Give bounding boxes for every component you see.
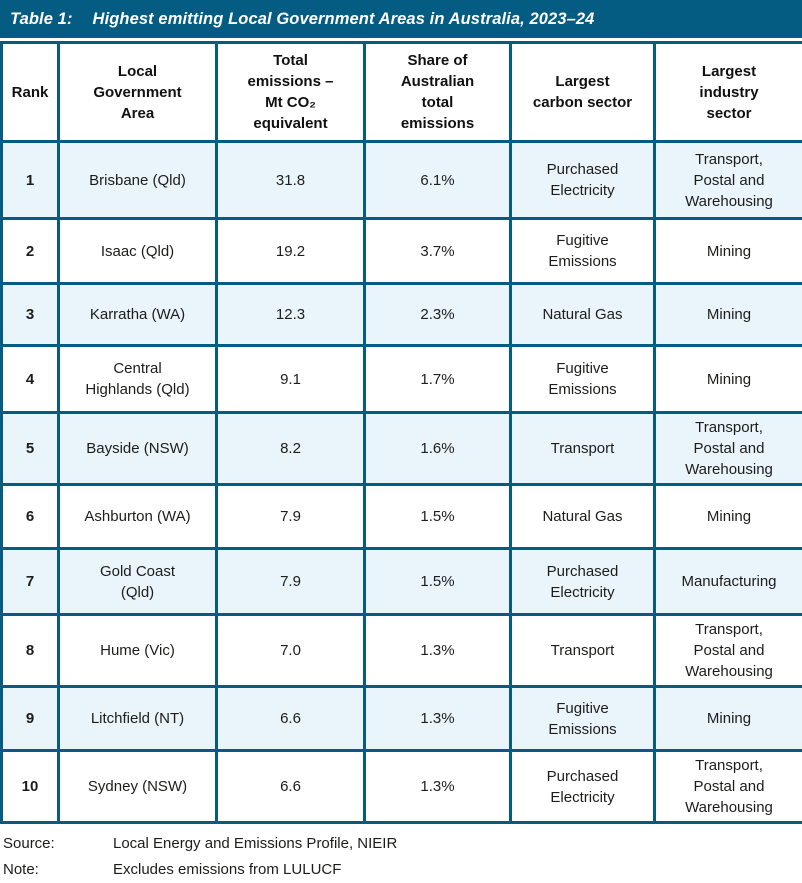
cell-carbon-sector: Natural Gas bbox=[511, 284, 655, 346]
cell-industry-sector: Transport, Postal and Warehousing bbox=[655, 615, 802, 687]
table-footnotes: Source: Local Energy and Emissions Profi… bbox=[0, 824, 802, 883]
table-row: 6 Ashburton (WA) 7.9 1.5% Natural Gas Mi… bbox=[2, 485, 802, 549]
cell-industry-sector: Mining bbox=[655, 346, 802, 413]
cell-rank: 9 bbox=[2, 687, 59, 751]
cell-share: 1.7% bbox=[365, 346, 511, 413]
cell-industry-sector: Transport, Postal and Warehousing bbox=[655, 751, 802, 823]
cell-carbon-sector: Purchased Electricity bbox=[511, 751, 655, 823]
header-share: Share of Australian total emissions bbox=[365, 43, 511, 142]
cell-emissions: 9.1 bbox=[217, 346, 365, 413]
cell-share: 1.5% bbox=[365, 485, 511, 549]
cell-lga: Hume (Vic) bbox=[59, 615, 217, 687]
header-industry-sector: Largest industry sector bbox=[655, 43, 802, 142]
cell-industry-sector: Mining bbox=[655, 284, 802, 346]
cell-lga: Ashburton (WA) bbox=[59, 485, 217, 549]
cell-rank: 6 bbox=[2, 485, 59, 549]
cell-emissions: 7.9 bbox=[217, 549, 365, 615]
source-label: Source: bbox=[3, 831, 113, 857]
cell-share: 1.3% bbox=[365, 615, 511, 687]
table-header-row: Rank Local Government Area Total emissio… bbox=[2, 43, 802, 142]
cell-lga: Karratha (WA) bbox=[59, 284, 217, 346]
cell-rank: 3 bbox=[2, 284, 59, 346]
table-row: 4 Central Highlands (Qld) 9.1 1.7% Fugit… bbox=[2, 346, 802, 413]
cell-industry-sector: Mining bbox=[655, 219, 802, 284]
cell-industry-sector: Transport, Postal and Warehousing bbox=[655, 413, 802, 485]
cell-industry-sector: Manufacturing bbox=[655, 549, 802, 615]
table-row: 1 Brisbane (Qld) 31.8 6.1% Purchased Ele… bbox=[2, 142, 802, 219]
table-row: 3 Karratha (WA) 12.3 2.3% Natural Gas Mi… bbox=[2, 284, 802, 346]
table-row: 10 Sydney (NSW) 6.6 1.3% Purchased Elect… bbox=[2, 751, 802, 823]
table-row: 8 Hume (Vic) 7.0 1.3% Transport Transpor… bbox=[2, 615, 802, 687]
cell-rank: 10 bbox=[2, 751, 59, 823]
header-carbon-sector: Largest carbon sector bbox=[511, 43, 655, 142]
cell-carbon-sector: Fugitive Emissions bbox=[511, 219, 655, 284]
cell-share: 1.5% bbox=[365, 549, 511, 615]
cell-carbon-sector: Transport bbox=[511, 413, 655, 485]
table-row: 7 Gold Coast (Qld) 7.9 1.5% Purchased El… bbox=[2, 549, 802, 615]
cell-industry-sector: Mining bbox=[655, 687, 802, 751]
note-label: Note: bbox=[3, 857, 113, 883]
cell-carbon-sector: Purchased Electricity bbox=[511, 142, 655, 219]
cell-share: 6.1% bbox=[365, 142, 511, 219]
cell-lga: Litchfield (NT) bbox=[59, 687, 217, 751]
source-text: Local Energy and Emissions Profile, NIEI… bbox=[113, 831, 397, 857]
cell-lga: Isaac (Qld) bbox=[59, 219, 217, 284]
table-title-bar: Table 1: Highest emitting Local Governme… bbox=[0, 0, 802, 38]
cell-carbon-sector: Fugitive Emissions bbox=[511, 687, 655, 751]
cell-emissions: 6.6 bbox=[217, 687, 365, 751]
cell-carbon-sector: Natural Gas bbox=[511, 485, 655, 549]
cell-carbon-sector: Transport bbox=[511, 615, 655, 687]
cell-emissions: 7.9 bbox=[217, 485, 365, 549]
cell-emissions: 31.8 bbox=[217, 142, 365, 219]
note-row: Note: Excludes emissions from LULUCF bbox=[3, 857, 802, 883]
cell-emissions: 7.0 bbox=[217, 615, 365, 687]
cell-rank: 1 bbox=[2, 142, 59, 219]
table-number-label: Table 1: bbox=[10, 10, 73, 29]
cell-emissions: 12.3 bbox=[217, 284, 365, 346]
cell-rank: 4 bbox=[2, 346, 59, 413]
cell-lga: Bayside (NSW) bbox=[59, 413, 217, 485]
cell-lga: Central Highlands (Qld) bbox=[59, 346, 217, 413]
cell-rank: 7 bbox=[2, 549, 59, 615]
cell-industry-sector: Mining bbox=[655, 485, 802, 549]
cell-emissions: 6.6 bbox=[217, 751, 365, 823]
cell-lga: Gold Coast (Qld) bbox=[59, 549, 217, 615]
table-row: 9 Litchfield (NT) 6.6 1.3% Fugitive Emis… bbox=[2, 687, 802, 751]
emissions-table: Rank Local Government Area Total emissio… bbox=[0, 41, 802, 824]
header-total-emissions: Total emissions – Mt CO₂ equivalent bbox=[217, 43, 365, 142]
cell-emissions: 8.2 bbox=[217, 413, 365, 485]
header-lga: Local Government Area bbox=[59, 43, 217, 142]
table-row: 5 Bayside (NSW) 8.2 1.6% Transport Trans… bbox=[2, 413, 802, 485]
cell-share: 1.3% bbox=[365, 687, 511, 751]
cell-lga: Sydney (NSW) bbox=[59, 751, 217, 823]
table-title-text: Highest emitting Local Government Areas … bbox=[93, 10, 595, 29]
header-rank: Rank bbox=[2, 43, 59, 142]
cell-rank: 8 bbox=[2, 615, 59, 687]
cell-carbon-sector: Purchased Electricity bbox=[511, 549, 655, 615]
cell-emissions: 19.2 bbox=[217, 219, 365, 284]
cell-share: 3.7% bbox=[365, 219, 511, 284]
cell-carbon-sector: Fugitive Emissions bbox=[511, 346, 655, 413]
cell-industry-sector: Transport, Postal and Warehousing bbox=[655, 142, 802, 219]
table-body: 1 Brisbane (Qld) 31.8 6.1% Purchased Ele… bbox=[2, 142, 802, 823]
cell-share: 1.3% bbox=[365, 751, 511, 823]
cell-lga: Brisbane (Qld) bbox=[59, 142, 217, 219]
cell-rank: 2 bbox=[2, 219, 59, 284]
table-row: 2 Isaac (Qld) 19.2 3.7% Fugitive Emissio… bbox=[2, 219, 802, 284]
cell-rank: 5 bbox=[2, 413, 59, 485]
source-row: Source: Local Energy and Emissions Profi… bbox=[3, 831, 802, 857]
cell-share: 2.3% bbox=[365, 284, 511, 346]
cell-share: 1.6% bbox=[365, 413, 511, 485]
note-text: Excludes emissions from LULUCF bbox=[113, 857, 341, 883]
